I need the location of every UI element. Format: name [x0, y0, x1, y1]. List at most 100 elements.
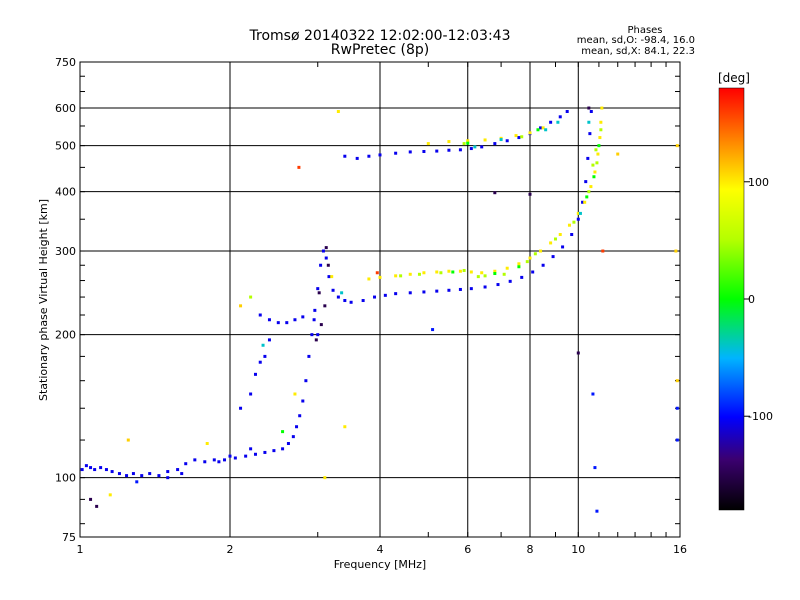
- colorbar-tick-label: 100: [748, 176, 769, 189]
- data-point: [394, 274, 398, 278]
- data-point: [531, 270, 535, 274]
- data-point: [597, 144, 601, 148]
- data-point: [435, 149, 439, 153]
- data-point: [343, 425, 347, 429]
- data-point: [447, 269, 451, 273]
- data-point: [558, 115, 562, 119]
- data-point: [539, 126, 543, 130]
- data-point: [587, 120, 591, 124]
- data-point: [525, 260, 529, 264]
- data-point: [286, 442, 290, 446]
- x-tick-label: 4: [377, 543, 384, 556]
- data-point: [304, 379, 308, 383]
- data-point: [166, 476, 170, 480]
- data-point: [581, 200, 585, 204]
- data-point: [517, 262, 521, 266]
- data-point: [595, 509, 599, 513]
- data-point: [595, 161, 599, 165]
- data-point: [674, 249, 678, 253]
- data-point: [435, 289, 439, 293]
- data-point: [399, 274, 403, 278]
- data-point: [447, 288, 451, 292]
- data-point: [483, 274, 487, 278]
- data-point: [593, 466, 597, 470]
- data-point: [212, 458, 216, 462]
- data-point: [267, 318, 271, 322]
- data-point: [135, 480, 139, 484]
- data-point: [367, 277, 371, 281]
- data-point: [239, 406, 243, 410]
- data-point: [104, 468, 108, 472]
- data-point: [598, 136, 602, 140]
- data-point: [301, 399, 305, 403]
- data-point: [249, 295, 253, 299]
- data-point: [447, 140, 451, 144]
- data-point: [458, 287, 462, 291]
- data-point: [599, 120, 603, 124]
- data-point: [493, 272, 497, 276]
- data-point: [340, 291, 344, 295]
- data-point: [355, 156, 359, 160]
- data-point: [383, 293, 387, 297]
- data-point: [323, 476, 327, 480]
- data-point: [520, 135, 524, 139]
- data-point: [592, 175, 596, 179]
- data-point: [125, 474, 129, 478]
- data-point: [561, 245, 565, 249]
- data-point: [533, 252, 537, 256]
- data-point: [323, 304, 327, 308]
- data-point: [324, 246, 328, 250]
- y-tick-label: 300: [55, 245, 76, 258]
- colorbar-tick-label: 0: [748, 293, 755, 306]
- data-point: [589, 185, 593, 189]
- data-point: [217, 460, 221, 464]
- y-tick-label: 750: [55, 56, 76, 69]
- chart-title: Tromsø 20140322 12:02:00-12:03:43: [249, 28, 511, 44]
- colorbar: [718, 87, 745, 511]
- data-point: [349, 300, 353, 304]
- data-point: [314, 338, 318, 342]
- data-point: [483, 138, 487, 142]
- data-point: [336, 109, 340, 113]
- data-point: [435, 270, 439, 274]
- data-point: [567, 223, 571, 227]
- data-point: [80, 468, 84, 472]
- data-point: [536, 128, 540, 132]
- data-point: [587, 190, 591, 194]
- data-point: [326, 263, 330, 267]
- data-point: [293, 392, 297, 396]
- data-point: [285, 321, 289, 325]
- data-point: [373, 295, 377, 299]
- data-point: [528, 192, 532, 196]
- data-point: [140, 474, 144, 478]
- data-point: [417, 272, 421, 276]
- data-point: [126, 438, 130, 442]
- data-point: [556, 120, 560, 124]
- data-point: [541, 126, 545, 130]
- data-point: [493, 269, 497, 273]
- data-point: [462, 268, 466, 272]
- data-point: [599, 128, 603, 132]
- chart-subtitle: RwPretec (8p): [331, 42, 429, 58]
- data-point: [594, 148, 598, 152]
- data-point: [422, 290, 426, 294]
- data-point: [483, 285, 487, 289]
- data-point: [253, 452, 257, 456]
- data-point: [408, 272, 412, 276]
- data-point: [585, 195, 589, 199]
- data-point: [675, 379, 679, 383]
- data-point: [330, 275, 334, 279]
- data-point: [291, 435, 295, 439]
- data-point: [95, 504, 99, 508]
- data-point: [469, 270, 473, 274]
- grid-layer: [80, 62, 680, 537]
- x-tick-label: 10: [571, 543, 585, 556]
- data-point: [244, 454, 248, 458]
- data-point: [258, 360, 262, 364]
- colorbar-tick-label: -100: [748, 410, 773, 423]
- data-point: [148, 472, 152, 476]
- data-point: [589, 109, 593, 113]
- data-point: [480, 271, 484, 275]
- data-point: [408, 150, 412, 154]
- data-point: [493, 191, 497, 195]
